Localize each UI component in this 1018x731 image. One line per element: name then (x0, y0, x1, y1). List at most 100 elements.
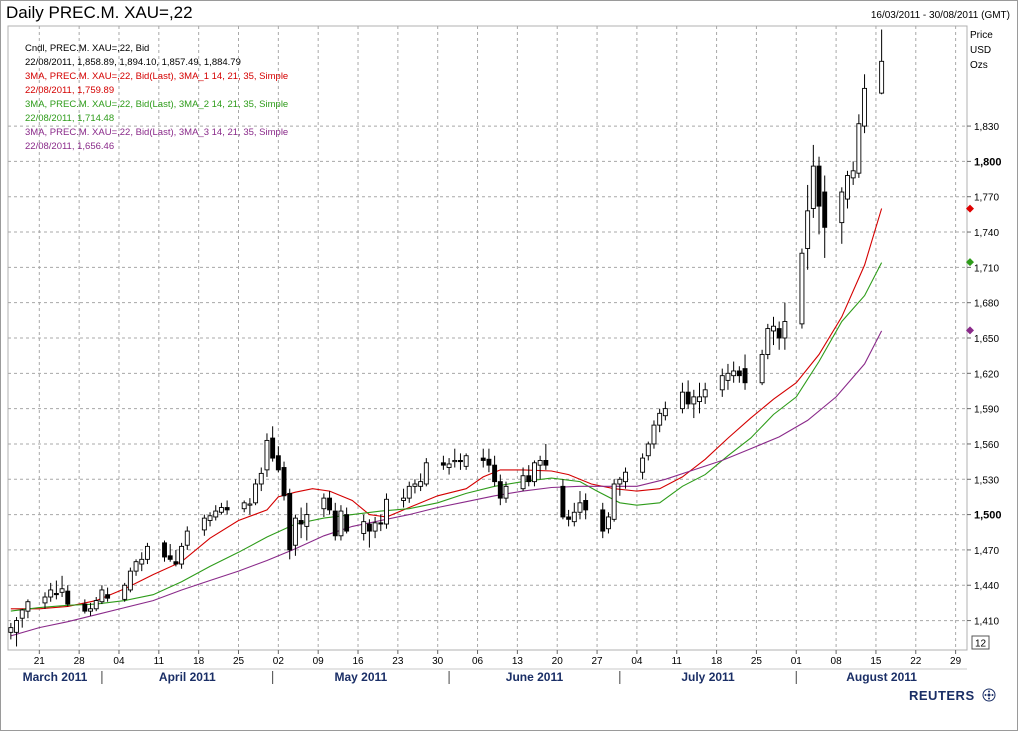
candle (532, 460, 537, 487)
candle (378, 514, 384, 532)
candle (139, 552, 145, 572)
candle (571, 502, 577, 527)
legend-line: Cndl, PREC.M. XAU=,22, Bid (25, 43, 149, 54)
x-tick-label: 16 (352, 656, 364, 667)
y-tick-label: 1,440 (974, 581, 999, 592)
y-tick-label: 1,590 (974, 405, 999, 416)
y-tick-label: 1,770 (974, 193, 999, 204)
candle-body-down (344, 514, 350, 532)
x-tick-label: 29 (950, 656, 962, 667)
candle (492, 455, 498, 487)
candle-body-up (651, 424, 657, 445)
reuters-dots-icon (982, 688, 996, 702)
candle (372, 516, 378, 539)
reuters-brand: REUTERS (909, 688, 975, 703)
candle-body-down (287, 492, 293, 551)
date-range-label: 16/03/2011 - 30/08/2011 (GMT) (870, 10, 1010, 21)
candle (144, 542, 150, 565)
legend-line: 3MA, PREC.M. XAU=,22, Bid(Last), 3MA_3 1… (25, 127, 288, 138)
candle-body-down (82, 603, 88, 612)
y-tick-label: 1,620 (974, 369, 999, 380)
candle-body-up (213, 510, 219, 518)
candle (691, 389, 697, 419)
candle (287, 488, 293, 560)
candle (48, 582, 54, 602)
candle (25, 599, 31, 619)
candle (446, 458, 452, 475)
candle (401, 488, 407, 508)
candle (583, 493, 589, 520)
legend-value: 22/08/2011, 1,759.89 (25, 85, 114, 96)
candle (258, 467, 264, 492)
ma-line-3MA_1 (10, 208, 883, 610)
candle (412, 479, 418, 494)
candle (822, 175, 828, 258)
last-value-marker (966, 204, 974, 213)
candle-body-down (332, 510, 338, 537)
candle (8, 622, 14, 640)
candle (384, 493, 389, 529)
candle (805, 184, 811, 270)
month-label: July 2011 (681, 670, 735, 684)
legend-value: 22/08/2011, 1,656.46 (25, 141, 114, 152)
candle (105, 587, 111, 602)
plot-area (7, 25, 968, 651)
candle (725, 363, 731, 390)
candle (423, 458, 429, 487)
candle-body-down (162, 542, 167, 558)
candle (623, 467, 628, 489)
candle (782, 302, 788, 350)
candle-body-up (127, 570, 133, 591)
candle-body-down (275, 455, 281, 471)
candle (480, 448, 486, 468)
candle (839, 187, 845, 244)
candle-body-up (133, 561, 139, 572)
candle-body-down (685, 391, 691, 405)
candle (850, 161, 856, 185)
candle (577, 491, 583, 520)
candle-body-up (321, 497, 327, 510)
candle-body-up (879, 60, 885, 94)
x-tick-label: 15 (870, 656, 882, 667)
candle-body-up (845, 175, 850, 200)
candle (645, 441, 651, 461)
candle-body-down (822, 191, 828, 228)
candle-body-up (14, 620, 19, 633)
candle (184, 526, 190, 550)
y-axis-title: USD (970, 45, 991, 56)
candle (406, 481, 412, 503)
candle-body-up (88, 608, 93, 612)
candle-body-down (281, 467, 287, 497)
candle (332, 502, 338, 541)
x-tick-label: 28 (74, 656, 86, 667)
x-tick-label: 04 (631, 656, 643, 667)
candle-body-down (600, 509, 606, 532)
legend-line: 3MA, PREC.M. XAU=,22, Bid(Last), 3MA_1 1… (25, 71, 288, 82)
candle-body-up (617, 478, 623, 485)
candle-body-down (440, 462, 446, 466)
candle-body-up (184, 530, 190, 546)
candle-body-up (201, 517, 207, 531)
axis-corner-box-label: 12 (975, 639, 987, 650)
candle (458, 453, 463, 470)
candle (327, 491, 333, 515)
candle-body-down (298, 520, 304, 525)
candle (657, 408, 663, 433)
x-tick-label: 11 (154, 656, 165, 667)
candle-body-up (304, 514, 310, 527)
y-axis-title: Ozs (970, 60, 988, 71)
candle-body-up (810, 165, 816, 209)
candle (344, 507, 350, 534)
candle-body-down (327, 497, 333, 511)
candle (810, 144, 816, 218)
candle-body-up (241, 502, 247, 510)
candle (736, 366, 742, 383)
candle-body-up (645, 443, 651, 457)
candle-body-up (406, 485, 412, 499)
candle-body-up (258, 472, 264, 485)
candle (702, 382, 708, 404)
candle (321, 493, 327, 517)
candle (224, 500, 230, 515)
y-tick-label: 1,530 (974, 475, 999, 486)
